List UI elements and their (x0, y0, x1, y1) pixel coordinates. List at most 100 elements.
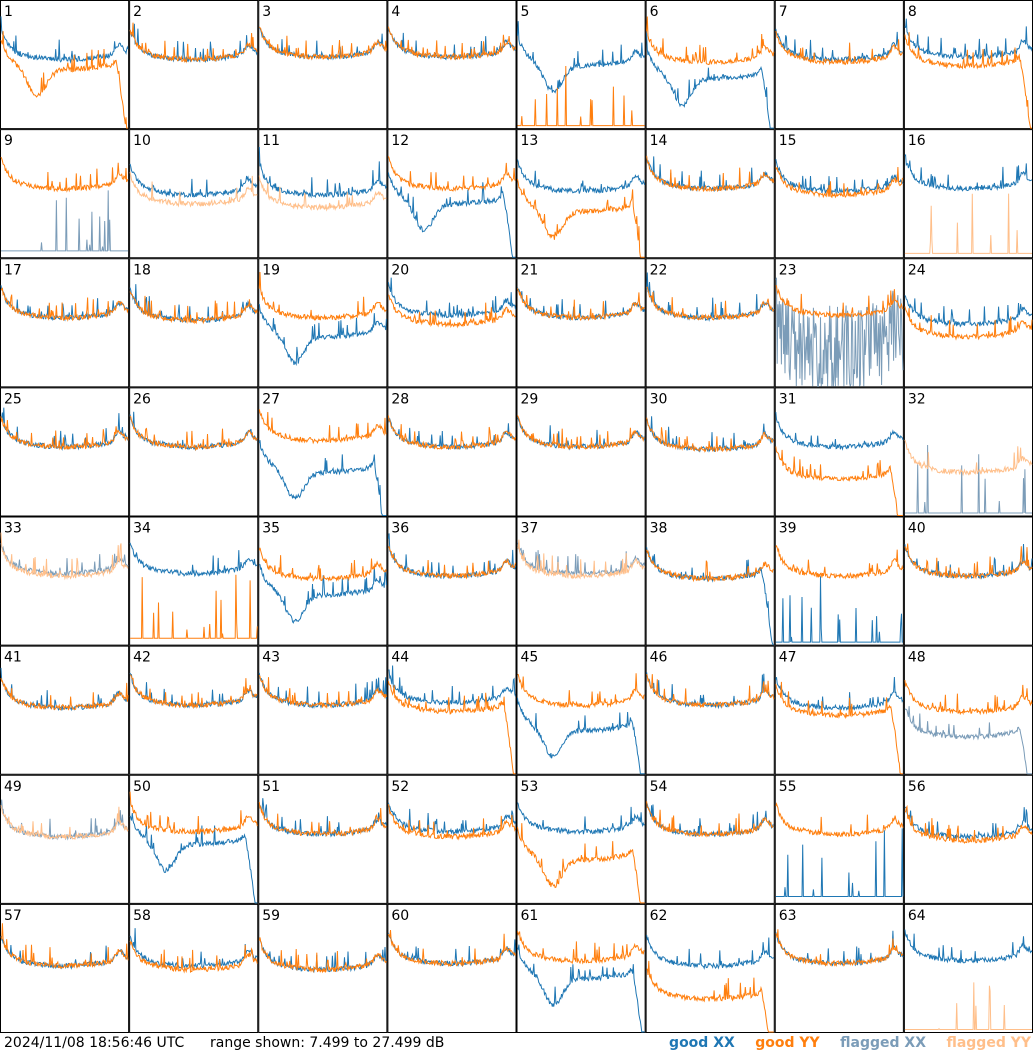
panel-12: 12 (387, 129, 517, 259)
panel-40: 40 (903, 516, 1033, 646)
series-xx (1, 190, 129, 252)
series-yy (387, 156, 516, 192)
series-yy (517, 823, 645, 904)
series-yy (775, 681, 903, 775)
panel-label: 56 (908, 779, 926, 795)
panel-label: 9 (4, 133, 13, 149)
panel-2: 2 (129, 0, 259, 130)
series-xx (129, 23, 258, 64)
panel-frame (903, 387, 1033, 517)
panel-24: 24 (903, 258, 1033, 388)
panel-label: 58 (133, 908, 151, 924)
series-xx (0, 407, 129, 451)
panel-5: 5 (516, 0, 646, 130)
legend: good XX good YY flagged XX flagged YY (653, 1035, 1031, 1051)
panel-3: 3 (258, 0, 388, 130)
panel-13: 13 (516, 129, 646, 259)
series-yy (646, 16, 775, 66)
legend-good-yy: good YY (755, 1035, 820, 1051)
series-xx (775, 576, 903, 643)
panel-47: 47 (774, 645, 904, 775)
panel-frame (516, 387, 646, 517)
panel-label: 7 (779, 4, 788, 20)
series-xx (517, 287, 646, 321)
series-yy (0, 287, 129, 322)
legend-good-xx: good XX (669, 1035, 735, 1051)
panel-7: 7 (774, 0, 904, 130)
panel-label: 2 (133, 4, 142, 20)
series-yy (775, 446, 903, 516)
panel-label: 32 (908, 391, 926, 407)
series-xx (129, 542, 258, 578)
panel-frame (774, 774, 904, 904)
panel-label: 29 (521, 391, 539, 407)
panel-49: 49 (0, 774, 130, 904)
panel-frame (0, 903, 130, 1033)
series-yy (0, 416, 129, 451)
panel-33: 33 (0, 516, 130, 646)
panel-label: 31 (779, 391, 797, 407)
panel-frame (129, 0, 259, 130)
series-yy (904, 32, 1032, 129)
panel-frame (903, 903, 1033, 1033)
series-yy (129, 674, 258, 710)
panel-frame (516, 516, 646, 646)
series-yy (129, 22, 258, 64)
panel-frame (645, 645, 775, 775)
panel-label: 57 (4, 908, 22, 924)
series-yy (0, 804, 129, 840)
panel-label: 36 (391, 521, 409, 537)
series-yy (387, 26, 516, 61)
series-xx (904, 706, 1032, 775)
series-yy (388, 294, 516, 329)
series-xx (258, 303, 387, 367)
panel-frame (387, 516, 517, 646)
panel-label: 11 (262, 133, 280, 149)
series-xx (904, 18, 1033, 60)
panel-label: 39 (779, 521, 797, 537)
panel-18: 18 (129, 258, 259, 388)
panel-label: 37 (521, 521, 539, 537)
panel-39: 39 (774, 516, 904, 646)
series-yy (646, 549, 775, 583)
panel-frame (645, 903, 775, 1033)
panel-label: 49 (4, 779, 22, 795)
panel-10: 10 (129, 129, 259, 259)
panel-58: 58 (129, 903, 259, 1033)
panel-frame (903, 774, 1033, 904)
panel-frame (645, 129, 775, 259)
series-xx (387, 172, 516, 258)
panel-52: 52 (387, 774, 517, 904)
series-yy (904, 193, 1032, 254)
panel-frame (645, 516, 775, 646)
panel-label: 16 (908, 133, 926, 149)
series-yy (0, 923, 129, 970)
panel-57: 57 (0, 903, 130, 1033)
series-yy (258, 547, 387, 582)
series-yy (646, 674, 775, 709)
panel-label: 48 (908, 650, 926, 666)
panel-56: 56 (903, 774, 1033, 904)
panel-17: 17 (0, 258, 130, 388)
panel-label: 43 (262, 650, 280, 666)
series-xx (517, 159, 646, 194)
series-xx (904, 929, 1033, 964)
panel-14: 14 (645, 129, 775, 259)
panel-frame (129, 645, 259, 775)
panel-41: 41 (0, 645, 130, 775)
panel-frame (516, 645, 646, 775)
series-yy (775, 284, 904, 319)
panel-8: 8 (903, 0, 1033, 130)
panel-22: 22 (645, 258, 775, 388)
panel-label: 61 (521, 908, 539, 924)
series-xx (904, 153, 1033, 192)
panel-frame (516, 258, 646, 388)
series-yy (517, 539, 646, 580)
range-label: range shown: 7.499 to 27.499 dB (210, 1035, 445, 1051)
panel-frame (516, 774, 646, 904)
panel-16: 16 (903, 129, 1033, 259)
panel-label: 18 (133, 262, 151, 278)
panel-label: 15 (779, 133, 797, 149)
panel-63: 63 (774, 903, 904, 1033)
series-xx (0, 16, 129, 64)
